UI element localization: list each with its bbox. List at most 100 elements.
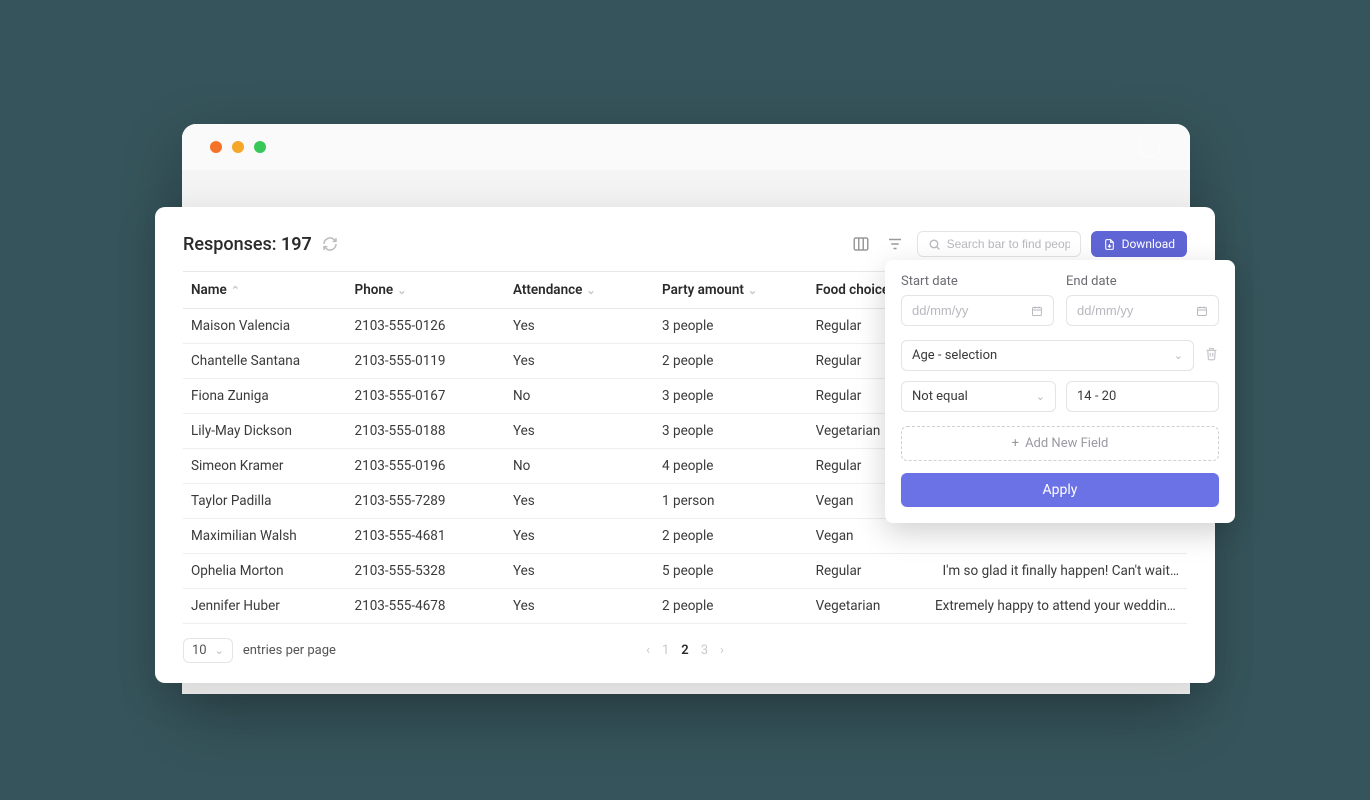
table-row[interactable]: Jennifer Huber2103-555-4678Yes2 peopleVe…	[183, 589, 1187, 624]
cell-food: Regular	[808, 554, 927, 589]
cell-party: 3 people	[654, 309, 808, 344]
cell-party: 4 people	[654, 449, 808, 484]
cell-attendance: No	[505, 379, 654, 414]
cell-attendance: No	[505, 449, 654, 484]
table-row[interactable]: Ophelia Morton2103-555-5328Yes5 peopleRe…	[183, 554, 1187, 589]
cell-name: Ophelia Morton	[183, 554, 347, 589]
cell-phone: 2103-555-0196	[347, 449, 505, 484]
chevron-down-icon: ⌄	[1036, 390, 1045, 403]
responses-label: Responses:	[183, 234, 277, 255]
page-prev[interactable]: ‹	[646, 643, 650, 658]
cell-phone: 2103-555-4681	[347, 519, 505, 554]
filter-field-value: Age - selection	[912, 348, 997, 363]
cell-phone: 2103-555-0126	[347, 309, 505, 344]
calendar-icon	[1031, 304, 1043, 318]
page-number[interactable]: 3	[701, 643, 708, 658]
col-attendance[interactable]: Attendance⌄	[505, 272, 654, 309]
plus-icon: +	[1012, 436, 1019, 451]
loading-spinner-icon	[1138, 136, 1160, 158]
page-number[interactable]: 1	[662, 643, 669, 658]
cell-phone: 2103-555-0188	[347, 414, 505, 449]
add-field-label: Add New Field	[1025, 436, 1108, 451]
search-input[interactable]	[947, 237, 1070, 251]
cell-party: 5 people	[654, 554, 808, 589]
cell-notes: Extremely happy to attend your wedding…	[927, 589, 1187, 624]
table-row[interactable]: Maximilian Walsh2103-555-4681Yes2 people…	[183, 519, 1187, 554]
cell-attendance: Yes	[505, 589, 654, 624]
search-input-wrapper[interactable]	[917, 231, 1081, 257]
calendar-icon	[1196, 304, 1208, 318]
panel-toolbar: Responses: 197 Download	[183, 231, 1187, 257]
cell-name: Taylor Padilla	[183, 484, 347, 519]
filter-value-input[interactable]: 14 - 20	[1066, 381, 1219, 412]
refresh-icon[interactable]	[322, 236, 338, 252]
cell-party: 3 people	[654, 379, 808, 414]
page-size-select[interactable]: 10 ⌄	[183, 638, 233, 663]
cell-food: Vegetarian	[808, 589, 927, 624]
cell-party: 2 people	[654, 344, 808, 379]
cell-party: 1 person	[654, 484, 808, 519]
cell-food: Vegan	[808, 519, 927, 554]
cell-phone: 2103-555-4678	[347, 589, 505, 624]
col-phone[interactable]: Phone⌄	[347, 272, 505, 309]
filter-operator-select[interactable]: Not equal ⌄	[901, 381, 1056, 412]
apply-label: Apply	[1043, 482, 1078, 498]
cell-party: 2 people	[654, 589, 808, 624]
cell-attendance: Yes	[505, 344, 654, 379]
cell-name: Fiona Zuniga	[183, 379, 347, 414]
delete-filter-icon[interactable]	[1204, 346, 1219, 365]
traffic-light-zoom[interactable]	[254, 141, 266, 153]
col-name[interactable]: Name⌃	[183, 272, 347, 309]
download-icon	[1103, 238, 1116, 251]
cell-attendance: Yes	[505, 309, 654, 344]
col-party[interactable]: Party amount⌄	[654, 272, 808, 309]
chevron-down-icon: ⌄	[1174, 349, 1183, 362]
cell-notes: I'm so glad it finally happen! Can't wai…	[927, 554, 1187, 589]
download-button[interactable]: Download	[1091, 231, 1187, 257]
pager-bar: 10 ⌄ entries per page ‹ 123 ›	[183, 638, 1187, 663]
add-field-button[interactable]: + Add New Field	[901, 426, 1219, 461]
cell-phone: 2103-555-5328	[347, 554, 505, 589]
cell-party: 2 people	[654, 519, 808, 554]
traffic-light-minimize[interactable]	[232, 141, 244, 153]
traffic-light-close[interactable]	[210, 141, 222, 153]
filter-field-select[interactable]: Age - selection ⌄	[901, 340, 1194, 371]
cell-name: Maximilian Walsh	[183, 519, 347, 554]
cell-phone: 2103-555-0167	[347, 379, 505, 414]
cell-attendance: Yes	[505, 519, 654, 554]
apply-button[interactable]: Apply	[901, 473, 1219, 507]
page-size-value: 10	[192, 643, 207, 658]
window-titlebar	[182, 124, 1190, 170]
columns-icon[interactable]	[849, 232, 873, 256]
cell-phone: 2103-555-7289	[347, 484, 505, 519]
start-date-label: Start date	[901, 274, 1054, 289]
end-date-input[interactable]	[1066, 295, 1219, 326]
filter-icon[interactable]	[883, 232, 907, 256]
panel-actions: Download	[849, 231, 1187, 257]
page-number[interactable]: 2	[681, 643, 688, 658]
chevron-down-icon: ⌄	[215, 644, 224, 657]
filter-value-text: 14 - 20	[1077, 389, 1116, 404]
cell-name: Lily-May Dickson	[183, 414, 347, 449]
download-label: Download	[1122, 237, 1175, 251]
start-date-input[interactable]	[901, 295, 1054, 326]
cell-attendance: Yes	[505, 484, 654, 519]
cell-name: Maison Valencia	[183, 309, 347, 344]
per-page-label: entries per page	[243, 643, 336, 658]
end-date-field[interactable]	[1077, 303, 1188, 318]
filter-operator-value: Not equal	[912, 389, 968, 404]
cell-party: 3 people	[654, 414, 808, 449]
responses-count: 197	[281, 234, 312, 255]
cell-phone: 2103-555-0119	[347, 344, 505, 379]
responses-title: Responses: 197	[183, 234, 312, 255]
cell-name: Chantelle Santana	[183, 344, 347, 379]
filter-popover: Start date End date Age - selection ⌄ No…	[885, 260, 1235, 523]
start-date-field[interactable]	[912, 303, 1023, 318]
cell-attendance: Yes	[505, 414, 654, 449]
end-date-label: End date	[1066, 274, 1219, 289]
cell-attendance: Yes	[505, 554, 654, 589]
cell-name: Simeon Kramer	[183, 449, 347, 484]
search-icon	[928, 238, 941, 251]
page-next[interactable]: ›	[720, 643, 724, 658]
cell-notes	[927, 519, 1187, 554]
